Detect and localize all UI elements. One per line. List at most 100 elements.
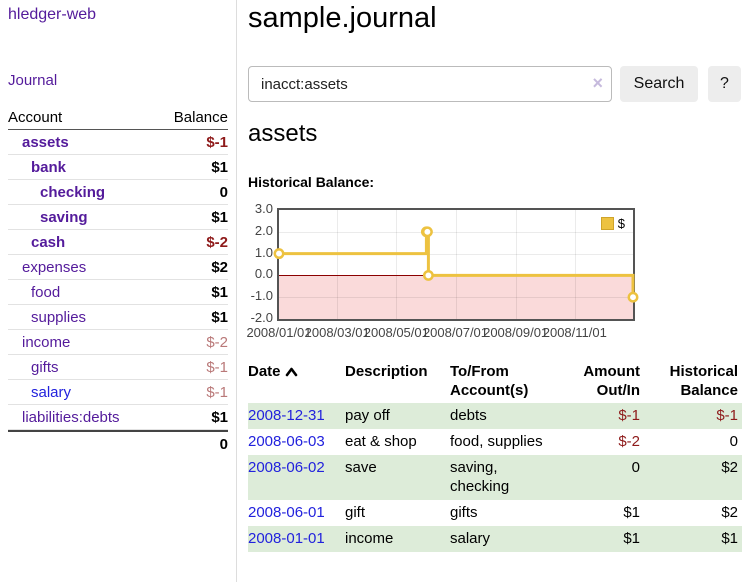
account-balance: $-2	[206, 234, 228, 251]
register-description: income	[345, 530, 394, 547]
accounts-table: Account Balance assets $-1 bank $1 checking 0…	[8, 105, 228, 455]
search-button[interactable]: Search	[620, 66, 698, 102]
register-date-link[interactable]: 2008-06-03	[248, 433, 325, 450]
vertical-gridline	[574, 210, 576, 319]
account-link[interactable]: supplies	[31, 309, 87, 326]
account-balance: $1	[211, 209, 228, 226]
y-axis-tick-label: 3.0	[254, 201, 273, 216]
register-amount: 0	[631, 459, 640, 476]
vertical-gridline	[515, 210, 517, 319]
balance-series-line	[273, 226, 639, 303]
account-balance: $1	[211, 309, 228, 326]
search-form: × Search ?	[248, 66, 742, 102]
sidebar: hledger-web Journal Account Balance asse…	[0, 0, 237, 582]
register-header-accounts: To/From Account(s)	[450, 363, 529, 399]
legend-swatch-icon	[600, 217, 614, 230]
app-brand-link[interactable]: hledger-web	[8, 6, 97, 23]
register-date-cell: 2008-06-01	[248, 500, 345, 526]
clear-search-icon[interactable]: ×	[592, 73, 603, 93]
register-row: 2008-06-01 gift gifts $1 $2	[248, 500, 742, 526]
account-link[interactable]: checking	[40, 184, 106, 201]
register-amount: $-2	[618, 433, 640, 450]
account-balance: $1	[211, 409, 228, 426]
account-link[interactable]: bank	[31, 159, 67, 176]
register-amount: $1	[623, 504, 640, 521]
y-axis-tick-label: 1.0	[254, 244, 273, 260]
register-amount: $1	[623, 530, 640, 547]
account-row: income $-2	[8, 330, 228, 355]
account-link[interactable]: gifts	[31, 359, 59, 376]
account-link[interactable]: cash	[31, 234, 66, 251]
register-table: Date Description To/From Account(s) Amou…	[248, 360, 742, 552]
data-point-marker	[627, 291, 639, 303]
account-column-header: Account	[8, 109, 63, 126]
x-axis-tick-label: 2008/07/01	[422, 325, 489, 340]
accounts-total-value: 0	[219, 436, 228, 453]
negative-region	[279, 276, 633, 319]
account-row: liabilities:debts $1	[8, 405, 228, 430]
register-date-link[interactable]: 2008-01-01	[248, 530, 325, 547]
y-axis-tick-label: -1.0	[250, 288, 273, 304]
account-link[interactable]: expenses	[22, 259, 87, 276]
account-balance: $2	[211, 259, 228, 276]
account-heading: assets	[248, 120, 318, 147]
plot-inner	[273, 210, 639, 319]
register-accounts: gifts	[450, 504, 478, 521]
vertical-gridline	[455, 210, 457, 319]
account-link[interactable]: saving	[40, 209, 88, 226]
account-link[interactable]: assets	[22, 134, 69, 151]
chart-legend: $	[597, 215, 628, 232]
horizontal-gridline	[279, 253, 633, 255]
balance-column-header: Balance	[173, 109, 228, 126]
help-button[interactable]: ?	[708, 66, 741, 102]
legend-label: $	[617, 216, 625, 231]
accounts-total-row: 0	[8, 430, 228, 455]
register-header-date[interactable]: Date	[248, 360, 345, 403]
account-link[interactable]: liabilities:debts	[22, 409, 120, 426]
horizontal-gridline	[279, 297, 633, 299]
register-accounts: food, supplies	[450, 433, 543, 450]
account-row: salary $-1	[8, 380, 228, 405]
register-description: eat & shop	[345, 433, 417, 450]
balance-chart: $ 3.0 2.0 1.0 0.0 -1.0 -2.0 2008/01/01 2008/03/…	[246, 194, 742, 346]
account-row: bank $1	[8, 155, 228, 180]
account-row: expenses $2	[8, 255, 228, 280]
register-header-amount: Amount Out/In	[583, 363, 640, 399]
data-point-marker	[273, 248, 285, 260]
accounts-rows: assets $-1 bank $1 checking 0 saving $1 cash $-2 e…	[8, 130, 228, 430]
register-header-row: Date Description To/From Account(s) Amou…	[248, 360, 742, 403]
account-link[interactable]: food	[31, 284, 61, 301]
register-balance: $2	[721, 504, 738, 521]
register-body: 2008-12-31 pay off debts $-1 $-1 2008-06-03 ea…	[248, 403, 742, 552]
register-row: 2008-06-03 eat & shop food, supplies $-2 0	[248, 429, 742, 455]
account-balance: $-1	[206, 384, 228, 401]
page-title: sample.journal	[248, 2, 437, 34]
sidebar-item-journal[interactable]: Journal	[8, 72, 58, 89]
account-link[interactable]: income	[22, 334, 71, 351]
horizontal-gridline	[279, 231, 633, 233]
plot-area: $	[273, 208, 639, 321]
register-row: 2008-12-31 pay off debts $-1 $-1	[248, 403, 742, 429]
y-axis-tick-label: -2.0	[250, 310, 273, 325]
account-link[interactable]: salary	[31, 384, 72, 401]
account-balance: $-1	[206, 134, 228, 151]
y-axis-tick-label: 2.0	[254, 222, 273, 238]
account-balance: $1	[211, 284, 228, 301]
register-date-link[interactable]: 2008-06-01	[248, 504, 325, 521]
x-axis-tick-label: 2008/11/01	[542, 325, 607, 340]
search-input[interactable]	[248, 66, 612, 102]
register-date-cell: 2008-06-02	[248, 455, 345, 500]
search-box: ×	[248, 66, 612, 102]
register-accounts: saving, checking	[450, 459, 510, 495]
register-header-balance: Historical Balance	[669, 363, 738, 399]
register-date-cell: 2008-06-03	[248, 429, 345, 455]
register-description: gift	[345, 504, 366, 521]
vertical-gridline	[337, 210, 339, 319]
register-date-link[interactable]: 2008-12-31	[248, 407, 325, 424]
account-row: checking 0	[8, 180, 228, 205]
data-point-marker	[422, 269, 434, 281]
register-date-link[interactable]: 2008-06-02	[248, 459, 325, 476]
account-balance: $-1	[206, 359, 228, 376]
vertical-gridline	[396, 210, 398, 319]
register-balance: $1	[721, 530, 738, 547]
